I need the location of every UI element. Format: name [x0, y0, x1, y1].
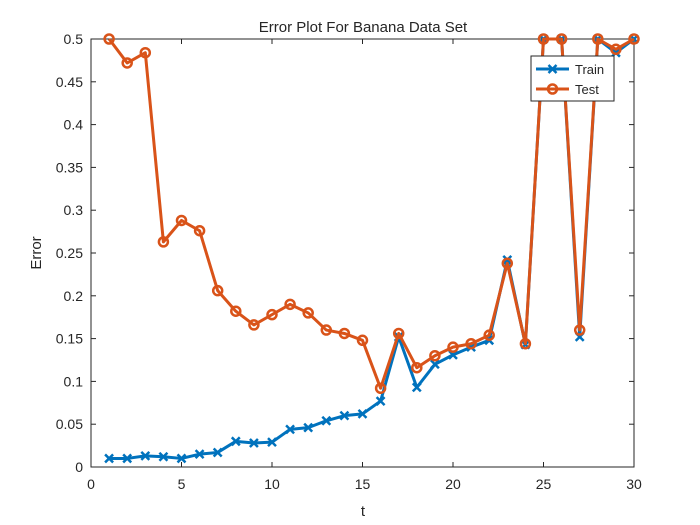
x-axis: 0 5 10 15 20 25 30: [87, 39, 642, 492]
train-point: [285, 424, 295, 435]
y-tick-label: 0.3: [64, 202, 84, 218]
legend-train-point: [547, 64, 558, 74]
y-tick-label: 0.35: [56, 159, 83, 175]
train-point: [176, 453, 187, 464]
train-point: [339, 410, 350, 421]
x-tick-label: 30: [626, 476, 642, 492]
x-tick-label: 10: [264, 476, 280, 492]
test-point: [121, 57, 133, 69]
y-axis: 0 0.05 0.1 0.15 0.2 0.25 0.3 0.35 0.4 0.45 0.5: [56, 31, 634, 475]
legend-label-train: Train: [575, 62, 604, 77]
train-point: [430, 359, 440, 370]
train-point: [104, 453, 114, 464]
legend-box: [530, 55, 615, 102]
test-point: [338, 327, 351, 340]
test-point: [157, 236, 170, 248]
train-point: [375, 396, 386, 406]
test-point: [230, 305, 242, 317]
legend: Train Test: [530, 55, 615, 102]
series-layer: [103, 33, 640, 464]
plot-area: [90, 38, 635, 468]
legend-entry-train: Train: [536, 62, 604, 77]
y-tick-label: 0.15: [56, 331, 83, 347]
train-point: [122, 453, 133, 464]
y-tick-label: 0.2: [64, 288, 84, 304]
test-point: [374, 382, 387, 394]
train-point: [411, 382, 422, 393]
train-point: [267, 437, 277, 448]
y-tick-label: 0.4: [64, 117, 84, 133]
test-point: [555, 33, 568, 45]
train-point: [249, 438, 259, 448]
test-point: [447, 341, 459, 353]
test-point: [483, 329, 495, 341]
test-point: [302, 307, 314, 319]
x-tick-label: 20: [445, 476, 461, 492]
y-tick-label: 0.45: [56, 74, 83, 90]
y-tick-label: 0.1: [64, 373, 84, 389]
y-tick-label: 0.05: [56, 416, 83, 432]
test-series: [103, 33, 640, 394]
test-point: [501, 257, 514, 270]
test-point: [610, 43, 622, 56]
chart-title: Error Plot For Banana Data Set: [259, 19, 468, 36]
test-point: [356, 334, 369, 347]
x-tick-label: 5: [178, 476, 186, 492]
test-point: [573, 324, 586, 336]
y-tick-label: 0.25: [56, 245, 83, 261]
test-point: [284, 298, 296, 311]
train-point: [158, 451, 169, 462]
test-point: [465, 337, 477, 350]
test-point: [139, 46, 152, 59]
y-axis-label: Error: [28, 236, 45, 269]
x-tick-label: 0: [87, 476, 95, 492]
legend-test-point: [546, 83, 559, 95]
train-point: [194, 449, 205, 460]
y-tick-label: 0: [75, 459, 83, 475]
test-point: [628, 33, 640, 45]
test-point: [537, 33, 550, 45]
train-point: [303, 422, 314, 433]
x-tick-label: 25: [536, 476, 552, 492]
test-point: [193, 224, 206, 237]
train-point: [230, 436, 241, 447]
train-point: [140, 450, 151, 461]
legend-entry-test: Test: [536, 82, 599, 97]
test-point: [429, 349, 441, 362]
y-tick-label: 0.5: [64, 31, 84, 47]
test-point: [211, 284, 224, 297]
test-point: [320, 324, 333, 336]
test-point: [266, 308, 278, 321]
train-point: [321, 415, 332, 426]
test-point: [175, 214, 188, 227]
test-point: [248, 319, 260, 331]
train-point: [212, 447, 223, 458]
x-tick-label: 15: [355, 476, 371, 492]
test-point: [519, 337, 532, 350]
test-point: [411, 361, 423, 374]
train-point: [357, 409, 368, 419]
legend-label-test: Test: [575, 82, 599, 97]
test-point: [392, 327, 405, 340]
x-axis-label: t: [361, 503, 366, 520]
test-point: [592, 33, 604, 45]
test-point: [103, 33, 115, 45]
